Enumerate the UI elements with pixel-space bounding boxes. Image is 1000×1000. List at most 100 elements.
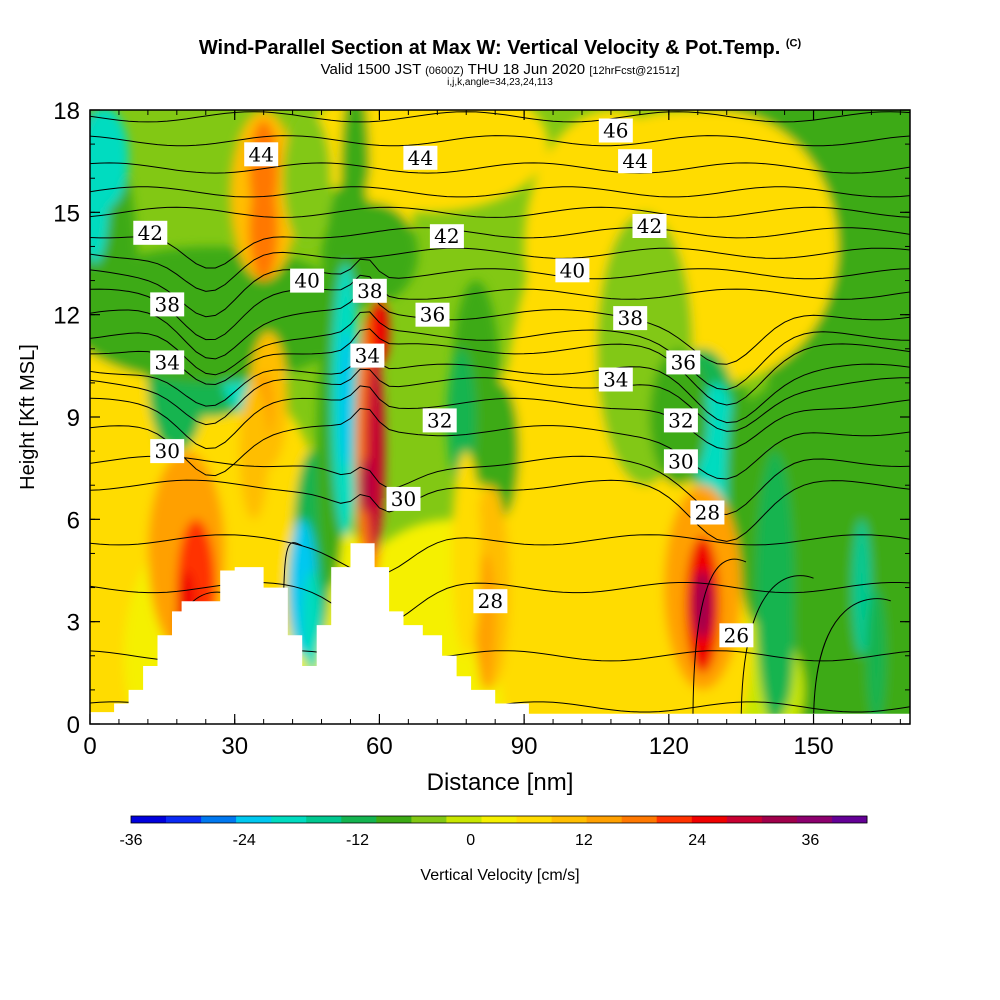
colorbar-swatch: [271, 816, 307, 823]
contour-label-text: 34: [154, 350, 179, 374]
contour-label-text: 42: [637, 214, 662, 238]
colorbar-swatch: [516, 816, 552, 823]
contour-39: [90, 274, 910, 341]
vertical-velocity-field: [90, 110, 910, 724]
contour-label-text: 30: [154, 439, 179, 463]
y-tick-label: 3: [67, 610, 80, 637]
contour-30: [90, 479, 910, 542]
terrain: [90, 543, 910, 724]
x-tick-label: 0: [83, 733, 96, 760]
contour-label: 44: [618, 149, 653, 174]
contour-label-text: 30: [668, 449, 693, 473]
colorbar-swatch: [586, 816, 623, 823]
colorbar-swatch: [761, 816, 798, 823]
contour-42: [90, 227, 910, 269]
chart-title: Wind-Parallel Section at Max W: Vertical…: [198, 37, 802, 59]
chart-subtitle: Valid 1500 JST (0600Z) THU 18 Jun 2020 […: [320, 61, 680, 78]
potential-temperature-contours: [90, 111, 910, 724]
contour-label-text: 42: [434, 224, 459, 248]
contour-label: 42: [429, 224, 464, 249]
x-tick-label: 30: [221, 733, 248, 760]
y-tick-label: 15: [53, 200, 80, 227]
colorbar-swatch: [621, 816, 658, 823]
contour-label: 30: [663, 449, 698, 474]
contour-label-text: 26: [724, 623, 749, 647]
colorbar-swatch: [201, 816, 237, 823]
colorbar-swatch: [656, 816, 693, 823]
contour-label: 36: [415, 302, 450, 327]
contour-label: 40: [290, 268, 325, 293]
contour-label-text: 44: [408, 146, 433, 170]
contour-label: 34: [150, 350, 185, 375]
colorbar-swatch: [236, 816, 272, 823]
colorbar-swatch: [481, 816, 517, 823]
contour-label: 32: [422, 408, 457, 433]
colorbar-frame: [130, 815, 868, 824]
colorbar-swatch: [376, 816, 412, 823]
contour-label: 42: [632, 214, 667, 238]
colorbar-tick-label: 12: [575, 832, 593, 849]
contour-label-text: 42: [138, 221, 163, 245]
contour-37: [90, 311, 910, 391]
contour-label-text: 36: [420, 303, 445, 327]
contour-label-text: 38: [154, 292, 179, 316]
contour-29: [90, 534, 910, 576]
contour-label: 38: [613, 306, 648, 331]
x-tick-label: 60: [366, 733, 393, 760]
contour-43: [90, 206, 910, 218]
contour-44: [90, 186, 910, 198]
contour-label: 38: [150, 292, 185, 317]
contour-label: 44: [403, 145, 438, 170]
contour-label-text: 46: [603, 119, 628, 143]
contour-label-text: 38: [357, 279, 382, 303]
y-tick-label: 9: [67, 405, 80, 432]
chart-info: i,j,k,angle=34,23,24,113: [447, 77, 553, 88]
contour-40: [90, 258, 910, 318]
y-tick-label: 0: [67, 712, 80, 739]
contour-label-text: 28: [695, 501, 720, 525]
contour-label: 46: [598, 118, 633, 143]
x-axis: 0 30 60 90 120 150: [83, 110, 901, 760]
contour-label: 34: [350, 343, 385, 368]
x-tick-label: 150: [794, 733, 834, 760]
contour-label-text: 40: [560, 258, 585, 282]
plot-area: 46 44 44 44 42 42 42 40 40 38 38 38 36 36 34 34 34 32 32 30…: [90, 110, 910, 724]
contour-lowlevel: [692, 558, 747, 724]
contour-label-text: 44: [248, 142, 273, 166]
contour-label-text: 36: [671, 350, 696, 374]
contour-label-text: 34: [603, 368, 628, 392]
colorbar-swatch: [551, 816, 588, 823]
contour-label: 40: [555, 258, 590, 283]
x-axis-label: Distance [nm]: [427, 769, 574, 796]
contour-label: 42: [133, 220, 168, 245]
contour-label-text: 32: [668, 408, 693, 432]
contour-label-text: 30: [391, 487, 416, 511]
contour-36: [90, 328, 910, 406]
colorbar-swatch: [796, 816, 833, 823]
colorbar-swatch: [166, 816, 202, 823]
contour-label-text: 34: [355, 344, 380, 368]
x-tick-label: 90: [511, 733, 538, 760]
colorbar-swatch: [832, 816, 868, 823]
colorbar-swatch: [131, 816, 167, 823]
contour-lowlevel: [813, 598, 891, 724]
contour-label: 36: [666, 350, 701, 375]
colorbar-swatch: [446, 816, 482, 823]
colorbar-swatch: [341, 816, 377, 823]
contour-label: 28: [473, 589, 508, 614]
colorbar-tick-label: -24: [233, 832, 256, 849]
contour-31: [90, 455, 910, 516]
contour-lowlevel: [740, 575, 814, 724]
contour-label: 32: [663, 408, 698, 433]
contour-35: [90, 353, 910, 424]
contour-33: [90, 385, 910, 450]
contour-label-text: 28: [478, 589, 503, 613]
contour-labels: 46 44 44 44 42 42 42 40 40 38 38 38 36 36 34 34 34 32 32 30…: [133, 118, 754, 648]
colorbar-swatch: [306, 816, 342, 823]
contour-41: [90, 247, 910, 292]
contour-label: 26: [719, 623, 754, 648]
contour-38: [90, 291, 910, 365]
colorbar-tick-label: 36: [802, 832, 820, 849]
